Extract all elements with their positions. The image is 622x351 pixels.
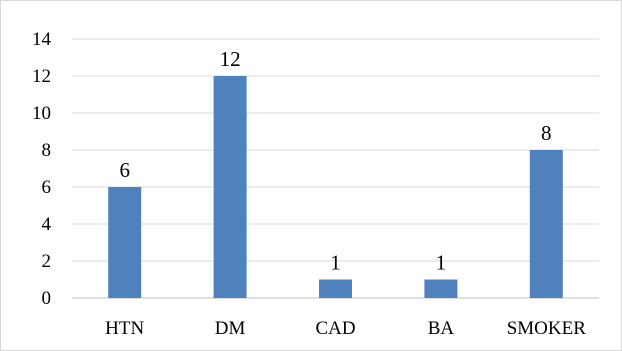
bar-cad <box>319 279 352 298</box>
data-labels: 6 12 1 1 8 <box>119 47 551 275</box>
y-tick-label: 4 <box>42 214 52 235</box>
y-tick-label: 12 <box>32 66 51 87</box>
y-tick-label: 8 <box>42 140 52 161</box>
x-category-label: BA <box>428 318 455 339</box>
bars <box>108 76 563 298</box>
data-label: 1 <box>330 251 341 275</box>
x-category-label: SMOKER <box>507 318 587 339</box>
gridlines <box>72 38 599 299</box>
data-label: 6 <box>119 158 130 182</box>
data-label: 8 <box>541 121 552 145</box>
x-axis-categories: HTN DM CAD BA SMOKER <box>105 318 586 339</box>
x-category-label: HTN <box>105 318 144 339</box>
data-label: 1 <box>436 251 447 275</box>
y-tick-label: 0 <box>42 288 52 309</box>
bar-dm <box>213 76 247 298</box>
y-axis-ticks: 0 2 4 6 8 10 12 14 <box>32 29 52 309</box>
bar-ba <box>424 279 458 298</box>
bar-htn <box>108 187 142 298</box>
y-tick-label: 2 <box>42 251 52 272</box>
data-label: 12 <box>220 47 241 71</box>
y-tick-label: 14 <box>32 29 52 50</box>
x-category-label: CAD <box>315 318 355 339</box>
y-tick-label: 10 <box>32 103 51 124</box>
x-category-label: DM <box>215 318 246 339</box>
bar-smoker <box>529 150 563 298</box>
y-tick-label: 6 <box>42 177 52 198</box>
